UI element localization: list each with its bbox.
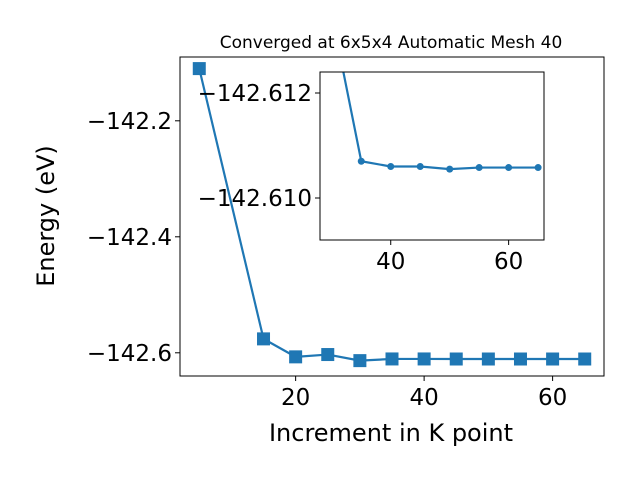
main-data-point bbox=[546, 352, 560, 366]
inset-data-point bbox=[416, 163, 424, 170]
inset-data-point bbox=[387, 163, 395, 170]
main-data-point bbox=[321, 348, 335, 362]
inset-data-point bbox=[357, 157, 365, 165]
inset-axes-frame bbox=[319, 71, 545, 241]
inset-data-point bbox=[505, 164, 513, 172]
inset-plot: 40 60 −142.612 −142.610 bbox=[198, 71, 545, 275]
inset-x-tick-label: 40 bbox=[376, 249, 405, 275]
main-x-tick-label: 40 bbox=[409, 385, 438, 411]
inset-x-tick-label: 60 bbox=[494, 249, 523, 275]
inset-plot-area bbox=[320, 72, 544, 240]
main-data-point bbox=[449, 352, 463, 366]
main-data-point bbox=[578, 352, 592, 366]
x-axis-label: Increment in K point bbox=[269, 419, 513, 447]
inset-data-layer bbox=[342, 72, 542, 173]
main-x-tick-label: 60 bbox=[538, 385, 567, 411]
inset-y-tick-label: −142.612 bbox=[198, 81, 312, 107]
main-data-point bbox=[417, 352, 431, 366]
main-y-tick-label: −142.2 bbox=[87, 109, 172, 135]
main-x-tick-label: 20 bbox=[281, 385, 310, 411]
main-axes-frame bbox=[179, 56, 605, 377]
main-y-tick-label: −142.6 bbox=[87, 341, 172, 367]
main-data-point bbox=[513, 352, 527, 366]
inset-series-line bbox=[342, 72, 539, 171]
inset-data-point bbox=[475, 164, 483, 172]
main-y-tick-label: −142.4 bbox=[87, 225, 172, 251]
inset-data-point bbox=[446, 165, 454, 173]
main-data-layer bbox=[192, 62, 592, 368]
main-data-point bbox=[257, 332, 271, 346]
main-data-point bbox=[353, 354, 367, 368]
main-data-point bbox=[385, 352, 399, 366]
main-data-point bbox=[289, 350, 303, 364]
inset-data-point bbox=[534, 164, 542, 172]
inset-y-tick-label: −142.610 bbox=[198, 186, 312, 212]
chart-title: Converged at 6x5x4 Automatic Mesh 40 bbox=[220, 33, 563, 53]
main-data-point bbox=[481, 352, 495, 366]
y-axis-label: Energy (eV) bbox=[32, 145, 60, 287]
main-data-point bbox=[192, 62, 206, 76]
